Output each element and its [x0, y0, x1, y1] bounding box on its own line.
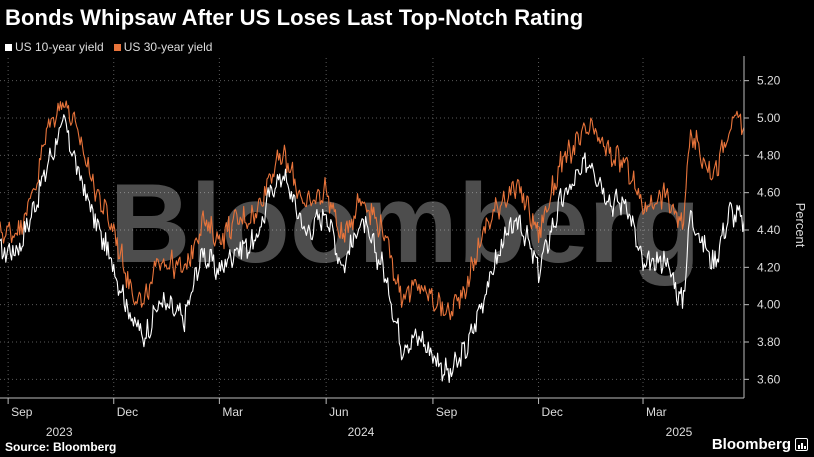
- series-lines: [0, 100, 745, 384]
- x-tick-label: Jun: [329, 405, 348, 419]
- y-tick-label: 3.60: [757, 372, 781, 386]
- y-tick-label: 4.20: [757, 260, 781, 274]
- watermark: Bloomberg: [109, 161, 700, 286]
- y-tick-label: 4.40: [757, 223, 781, 237]
- y-tick-label: 4.00: [757, 298, 781, 312]
- y-tick-label: 5.20: [757, 74, 781, 88]
- legend-label-30y: US 30-year yield: [123, 40, 213, 54]
- y-tick-label: 3.80: [757, 335, 781, 349]
- x-tick-label: Sep: [11, 405, 33, 419]
- axes: 3.60 3.80 4.00 4.20 4.40 4.60 4.80 5.00 5.20 Sep D…: [0, 56, 808, 439]
- brand-logo: Bloomberg: [712, 436, 808, 453]
- legend-item-10y: US 10-year yield: [5, 40, 104, 54]
- source-note: Source: Bloomberg: [5, 440, 117, 454]
- watermark-text: Bloomberg: [109, 161, 700, 286]
- x-tick-label: Dec: [542, 405, 563, 419]
- bar-chart-icon: [795, 438, 808, 451]
- x-tick-label: Dec: [117, 405, 138, 419]
- legend-swatch-10y: [5, 43, 12, 51]
- y-tick-label: 5.00: [757, 111, 781, 125]
- y-axis-title: Percent: [793, 203, 808, 248]
- x-year-label: 2025: [666, 425, 693, 439]
- legend-label-10y: US 10-year yield: [15, 40, 104, 54]
- x-tick-label: Sep: [436, 405, 458, 419]
- grid: [0, 58, 744, 398]
- series-line-30y: [0, 100, 745, 321]
- x-year-label: 2024: [348, 425, 375, 439]
- brand-name: Bloomberg: [711, 436, 791, 453]
- legend: US 10-year yield US 30-year yield: [5, 40, 212, 54]
- legend-item-30y: US 30-year yield: [113, 40, 213, 54]
- x-tick-label: Mar: [222, 405, 243, 419]
- series-line-10y: [0, 114, 745, 384]
- chart-title: Bonds Whipsaw After US Loses Last Top-No…: [5, 5, 584, 30]
- x-year-label: 2023: [46, 425, 73, 439]
- y-tick-label: 4.60: [757, 186, 781, 200]
- x-tick-label: Mar: [646, 405, 667, 419]
- legend-swatch-30y: [113, 43, 121, 51]
- y-tick-label: 4.80: [757, 148, 781, 162]
